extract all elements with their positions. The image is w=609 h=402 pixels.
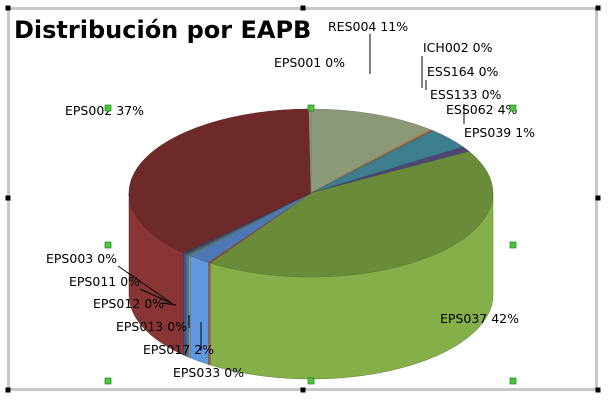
label-res004: RES004 11% <box>328 19 408 34</box>
resize-handle[interactable] <box>509 377 517 385</box>
frame-handle[interactable] <box>595 387 601 393</box>
resize-handle[interactable] <box>509 104 517 112</box>
slice-res004[interactable] <box>310 108 429 194</box>
label-eps001: EPS001 0% <box>274 55 345 70</box>
label-eps017: EPS017 2% <box>143 342 214 357</box>
slice-eps002[interactable] <box>128 108 312 254</box>
label-ess133: ESS133 0% <box>430 87 502 102</box>
frame-handle[interactable] <box>595 5 601 11</box>
label-ess164: ESS164 0% <box>427 64 499 79</box>
resize-handle[interactable] <box>104 104 112 112</box>
frame-handle[interactable] <box>300 387 306 393</box>
frame-handle[interactable] <box>595 195 601 201</box>
chart-title: Distribución por EAPB <box>14 16 311 44</box>
resize-handle[interactable] <box>104 241 112 249</box>
frame-handle[interactable] <box>5 387 11 393</box>
label-ess062: ESS062 4% <box>446 102 518 117</box>
leader-eps003 <box>117 265 171 303</box>
frame-handle[interactable] <box>5 5 11 11</box>
selection-handles[interactable] <box>5 5 601 393</box>
leader-eps012 <box>161 302 177 306</box>
slice-labels: RES004 11% ICH002 0% ESS164 0% ESS133 0%ESS… <box>46 19 535 380</box>
label-ich002: ICH002 0% <box>423 40 493 55</box>
leader-eps011 <box>139 288 174 305</box>
slice-eps037[interactable] <box>209 151 494 278</box>
resize-handle[interactable] <box>307 104 315 112</box>
label-eps033: EPS033 0% <box>173 365 244 380</box>
resize-handle[interactable] <box>307 377 315 385</box>
label-eps013: EPS013 0% <box>116 319 187 334</box>
label-eps039: EPS039 1% <box>464 125 535 140</box>
label-eps003: EPS003 0% <box>46 251 117 266</box>
frame-handle[interactable] <box>5 195 11 201</box>
label-eps002: EPS002 37% <box>65 103 144 118</box>
label-eps012: EPS012 0% <box>93 296 164 311</box>
label-eps011: EPS011 0% <box>69 274 140 289</box>
label-eps037: EPS037 42% <box>440 311 519 326</box>
leader-lines <box>117 34 465 351</box>
resize-handle[interactable] <box>104 377 112 385</box>
pie-sides <box>128 192 494 380</box>
resize-handle[interactable] <box>509 241 517 249</box>
frame-handle[interactable] <box>300 5 306 11</box>
pie-tops <box>128 108 494 278</box>
